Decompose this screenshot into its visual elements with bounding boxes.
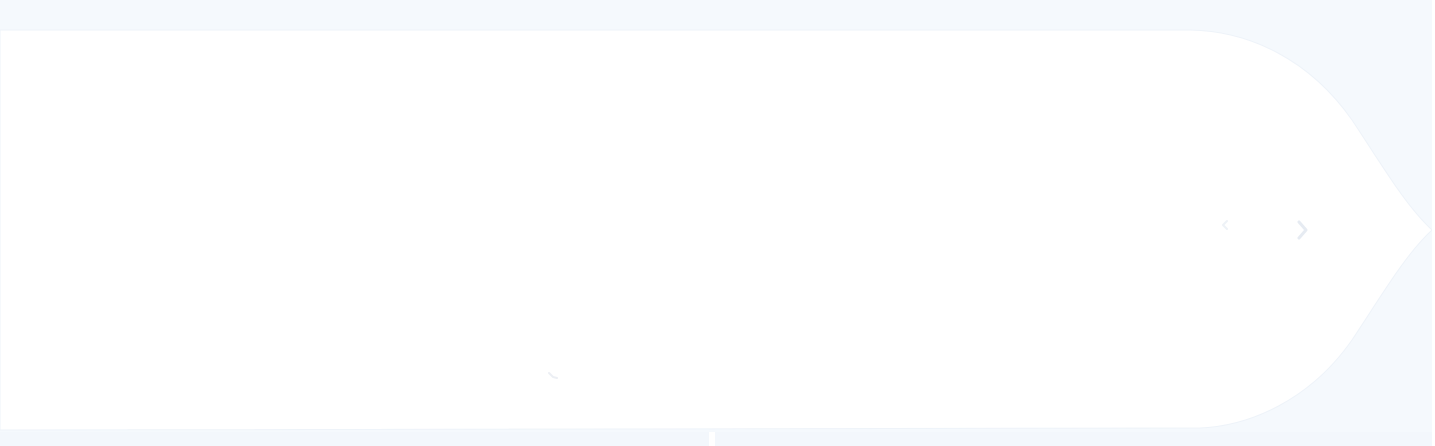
right-edge-strip xyxy=(1432,0,1435,446)
slide-indicator-icon xyxy=(548,372,558,379)
bottom-band-right xyxy=(715,432,1435,446)
bottom-band-divider xyxy=(709,432,715,446)
top-band xyxy=(0,0,1435,30)
chevron-left-icon xyxy=(1222,220,1228,230)
bottom-band-left xyxy=(0,432,709,446)
carousel-next-button[interactable] xyxy=(1290,217,1314,243)
slide-indicator xyxy=(546,369,560,381)
chevron-right-icon xyxy=(1297,220,1308,240)
carousel-prev-button[interactable] xyxy=(1214,214,1236,236)
